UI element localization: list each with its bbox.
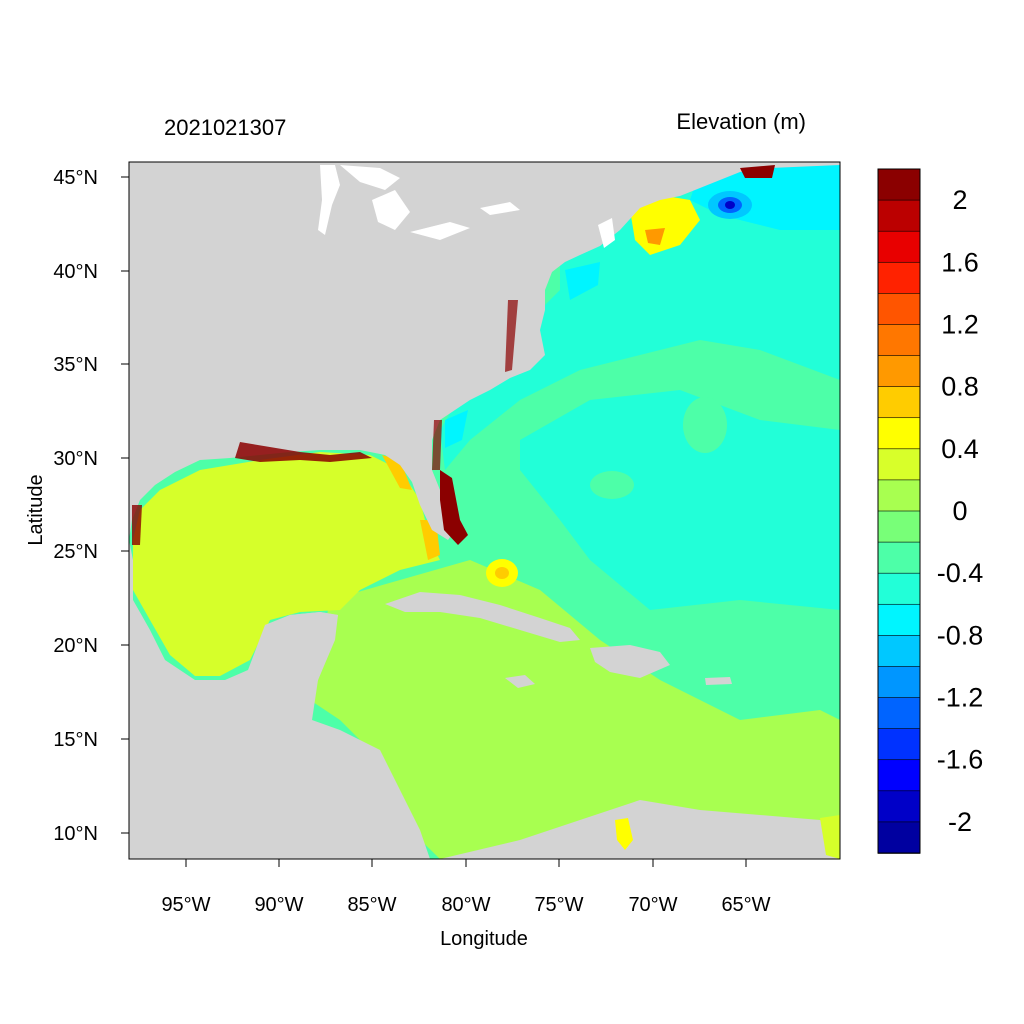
surge-zone-maracaibo (615, 818, 633, 850)
shelf-cyan-zone (565, 262, 600, 300)
colorbar-swatch (877, 293, 921, 326)
y-tick-label: 20°N (53, 635, 98, 657)
colorbar-swatch (877, 324, 921, 357)
colorbar-label: 0.4 (941, 434, 979, 464)
y-tick-label: 45°N (53, 167, 98, 189)
colorbar-frame (877, 168, 921, 854)
north-america-landmass (129, 162, 840, 540)
colorbar-swatch (877, 168, 921, 201)
y-tick-label: 35°N (53, 354, 98, 376)
colorbar-swatch (877, 666, 921, 699)
colorbar-swatch (877, 510, 921, 543)
colorbar-swatch (877, 603, 921, 637)
cuba (385, 592, 580, 642)
hispaniola (590, 645, 670, 678)
colorbar-label: -0.8 (937, 620, 984, 650)
colorbar-label: 1.2 (941, 310, 979, 340)
surge-zone-georgia-coast (432, 420, 442, 470)
yucatan-peninsula (262, 612, 338, 700)
shelf-cyan-zone-2 (445, 410, 468, 448)
colorbar-swatch (877, 759, 921, 792)
y-tick-label: 15°N (53, 729, 98, 751)
y-axis: 45°N 40°N 35°N 30°N 25°N 20°N 15°N 10°N … (25, 167, 129, 845)
colorbar-label: 2 (952, 185, 967, 215)
colorbar (877, 168, 921, 854)
colorbar-swatch (877, 386, 921, 419)
central-america-landmass (129, 540, 430, 859)
colorbar-swatch (877, 790, 921, 823)
x-tick-label: 70°W (628, 894, 677, 916)
colorbar-swatch (877, 355, 921, 388)
colorbar-labels: 2 1.6 1.2 0.8 0.4 0 -0.4 -0.8 -1.2 -1.6 -2 (937, 185, 984, 837)
surge-zone-east-edge (820, 815, 840, 859)
lake-michigan (318, 165, 340, 235)
y-tick-label: 25°N (53, 541, 98, 563)
colorbar-label: -1.2 (937, 683, 984, 713)
atlantic-eddy-2 (590, 471, 634, 499)
lake-superior-edge (340, 165, 400, 190)
lake-huron (372, 190, 410, 230)
x-tick-label: 65°W (721, 894, 770, 916)
x-axis: 95°W 90°W 85°W 80°W 75°W 70°W 65°W Longi… (161, 859, 771, 950)
gulf-of-mexico (133, 452, 440, 676)
colorbar-label: 0.8 (941, 372, 979, 402)
surge-zone-texas-coast (132, 505, 142, 545)
x-tick-label: 80°W (441, 894, 490, 916)
x-tick-label: 90°W (254, 894, 303, 916)
colorbar-swatch (877, 572, 921, 606)
y-axis-title: Latitude (25, 474, 47, 545)
surge-zone-gulf-coast (235, 442, 372, 462)
colorbar-swatch (877, 261, 921, 295)
timestamp-label: 2021021307 (164, 115, 286, 140)
lake-erie (410, 222, 470, 240)
surge-zone-nova-scotia (740, 165, 775, 178)
surge-zone-bahamas-core (495, 567, 509, 579)
surge-zone-mid-atlantic (505, 300, 518, 372)
surge-zone-new-england-core (645, 228, 665, 245)
atlantic-eddy (683, 397, 727, 453)
map-area (129, 162, 840, 859)
caribbean-sea (310, 560, 840, 859)
surge-zone-bigbend (382, 455, 412, 490)
variable-title: Elevation (m) (676, 109, 806, 134)
plot-frame (128, 161, 841, 860)
colorbar-swatch (877, 541, 921, 574)
central-atlantic-zone (520, 390, 840, 610)
x-tick-label: 95°W (161, 894, 210, 916)
low-surge-center (725, 201, 735, 209)
x-tick-label: 75°W (534, 894, 583, 916)
colorbar-label: -0.4 (937, 558, 984, 588)
colorbar-swatch (877, 448, 921, 481)
colorbar-swatch (877, 821, 921, 854)
puerto-rico (705, 677, 732, 685)
northeast-waterbody (598, 218, 615, 248)
colorbar-swatch (877, 728, 921, 761)
y-tick-label: 30°N (53, 448, 98, 470)
colorbar-swatch (877, 230, 921, 264)
y-tick-label: 10°N (53, 823, 98, 845)
colorbar-swatch (877, 635, 921, 668)
x-tick-label: 85°W (347, 894, 396, 916)
x-axis-title: Longitude (440, 928, 528, 950)
colorbar-label: 1.6 (941, 247, 979, 277)
lake-ontario (480, 202, 520, 215)
colorbar-label: -1.6 (937, 745, 984, 775)
colorbar-swatch (877, 697, 921, 730)
colorbar-label: -2 (948, 807, 972, 837)
colorbar-label: 0 (952, 496, 967, 526)
colorbar-swatch (877, 199, 921, 232)
jamaica (505, 675, 535, 688)
colorbar-swatch (877, 479, 921, 512)
y-tick-label: 40°N (53, 261, 98, 283)
surge-zone-south-florida (440, 470, 468, 545)
south-america-landmass (440, 800, 840, 859)
colorbar-swatch (877, 417, 921, 450)
northwest-atlantic-zone (440, 162, 840, 470)
